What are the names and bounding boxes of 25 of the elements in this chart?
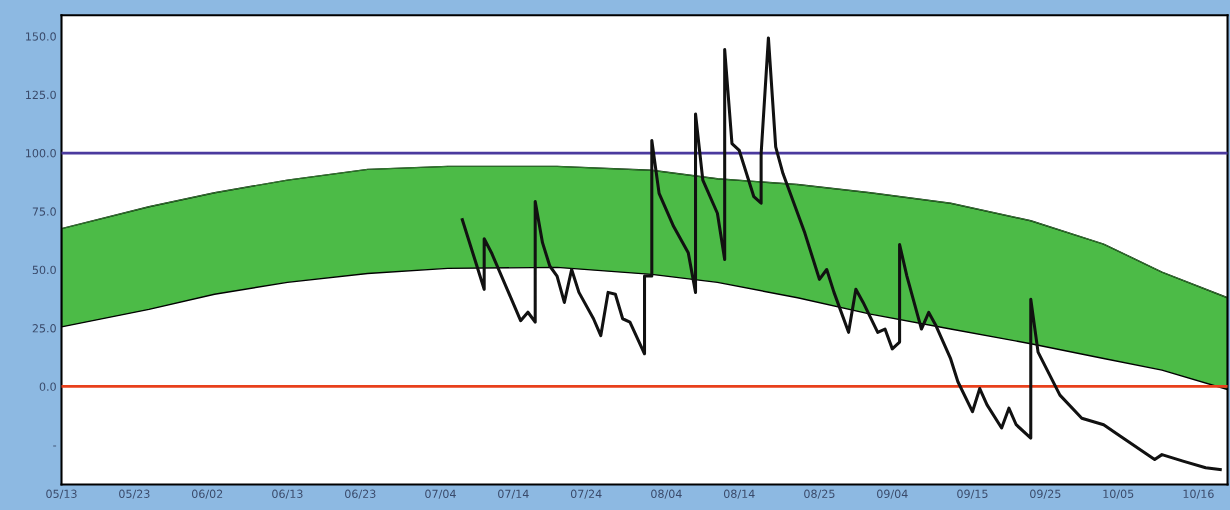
- x-tick-label: 10/05: [1103, 489, 1134, 499]
- y-tick-label: 100.0: [26, 149, 56, 158]
- y-tick-label: 50.0: [32, 265, 56, 275]
- y-tick-label: 0.0: [39, 382, 56, 391]
- x-tick-label: 06/13: [272, 489, 303, 499]
- x-tick-label: 06/02: [191, 489, 223, 499]
- x-tick-label: 05/13: [46, 489, 77, 499]
- x-tick-label: 07/04: [425, 489, 456, 499]
- y-tick-label: 125.0: [26, 90, 56, 100]
- x-tick-label: 06/23: [345, 489, 376, 499]
- x-tick-label: 09/04: [877, 489, 908, 499]
- x-tick-label: 10/16: [1183, 489, 1214, 499]
- x-tick-label: 08/25: [804, 489, 835, 499]
- line-series: [460, 36, 1222, 472]
- x-tick-label: 07/24: [570, 489, 602, 499]
- x-tick-label: 09/25: [1030, 489, 1061, 499]
- y-tick-label: 25.0: [32, 324, 56, 333]
- x-tick-label: 07/14: [498, 489, 529, 499]
- x-tick-label: 08/14: [723, 489, 755, 499]
- x-tick-label: 08/04: [651, 489, 682, 499]
- y-tick-label: 150.0: [26, 32, 56, 41]
- x-tick-label: 05/23: [119, 489, 150, 499]
- y-tick-label: 75.0: [32, 207, 56, 216]
- x-tick-label: 09/15: [957, 489, 988, 499]
- y-tick-label: -: [53, 445, 57, 447]
